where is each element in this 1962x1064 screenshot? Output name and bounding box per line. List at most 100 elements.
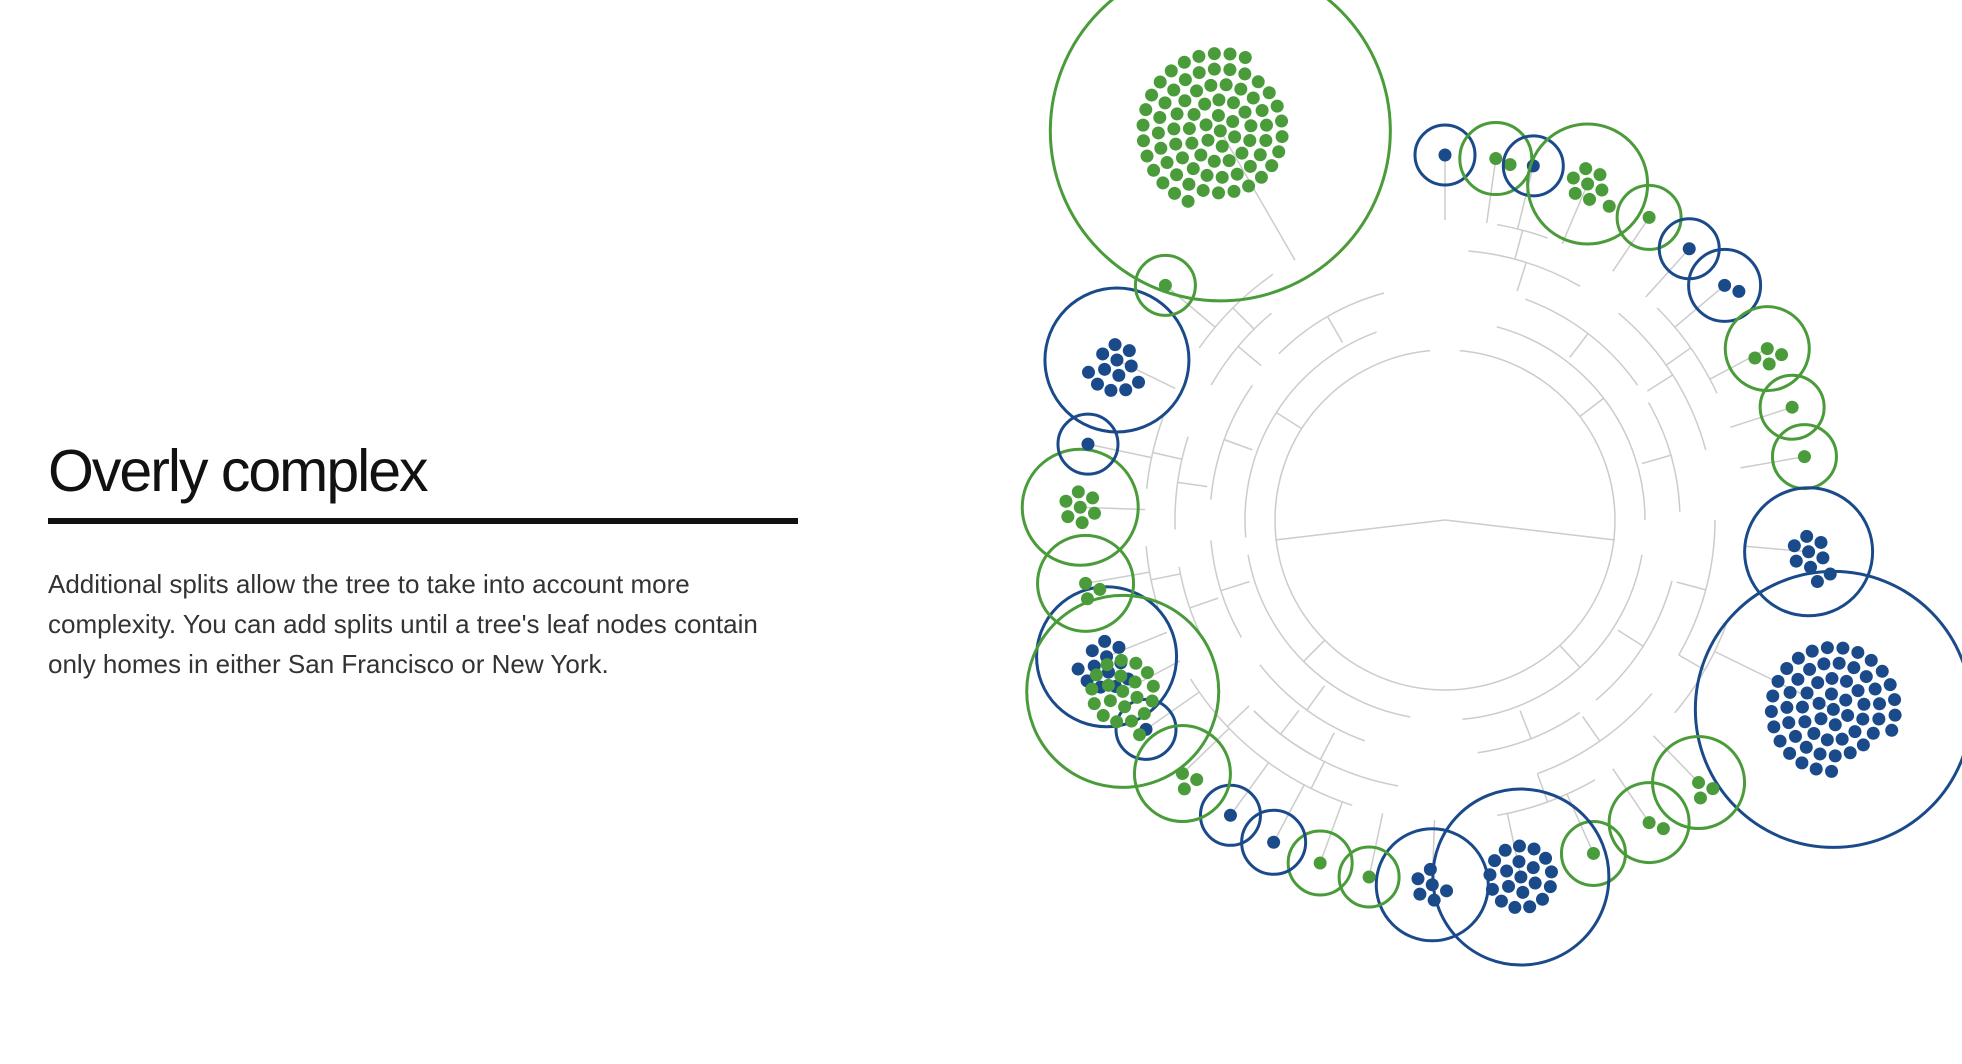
home-dot <box>1238 67 1252 81</box>
leaf-circle <box>1043 286 1191 434</box>
leaf-circle <box>1286 829 1354 897</box>
leaf-stem <box>1087 443 1152 459</box>
branch-stem <box>1582 716 1601 742</box>
branch-arc-10 <box>1595 580 1673 701</box>
home-dot <box>1888 693 1902 707</box>
branch-arc-0 <box>1247 554 1411 718</box>
home-dot <box>1242 179 1256 193</box>
leaf-stem <box>1486 158 1497 224</box>
home-dot <box>1156 176 1170 190</box>
branch-arc-25 <box>1496 223 1548 239</box>
leaf-circle <box>1035 585 1179 729</box>
home-dot <box>1875 664 1889 678</box>
home-dot <box>1178 73 1192 87</box>
home-dot <box>1158 278 1172 292</box>
home-dot <box>1140 149 1154 163</box>
tree-branches <box>1080 130 1834 885</box>
home-dot <box>1207 62 1221 76</box>
branch-stem <box>1189 597 1219 609</box>
home-dot <box>1085 682 1099 696</box>
home-dot <box>1222 154 1236 168</box>
home-dot <box>1133 728 1147 742</box>
home-dot <box>1146 679 1160 693</box>
home-dot <box>1194 148 1208 162</box>
home-dot <box>1201 133 1215 147</box>
leaf-node <box>1337 845 1401 909</box>
home-dot <box>1438 148 1452 162</box>
leaf-circle <box>1559 819 1627 887</box>
home-dot <box>1857 697 1871 711</box>
home-dot <box>1228 130 1242 144</box>
branch-stem <box>1306 685 1326 711</box>
home-dot <box>1798 715 1812 729</box>
branch-stem <box>1569 333 1589 358</box>
home-dot <box>1767 720 1781 734</box>
leaf-node <box>1687 247 1763 323</box>
home-dot <box>1847 661 1861 675</box>
leaf-node <box>1723 305 1811 393</box>
leaf-node <box>1607 781 1691 865</box>
root-arc-bottom <box>1430 688 1460 691</box>
leaf-stem <box>1561 183 1589 245</box>
branch-stem <box>1303 639 1326 662</box>
home-dot <box>1270 99 1284 113</box>
home-dot <box>1081 365 1095 379</box>
home-dot <box>1820 641 1834 655</box>
home-dot <box>1832 656 1846 670</box>
branch-stem <box>1641 454 1672 465</box>
home-dot <box>1259 133 1273 147</box>
home-dot <box>1132 375 1146 389</box>
leaf-circle <box>1036 533 1136 633</box>
home-dot <box>1213 124 1227 138</box>
home-dot <box>1583 192 1597 206</box>
home-dot <box>1190 773 1204 787</box>
home-dot <box>1866 726 1880 740</box>
branch-stem <box>1223 438 1253 451</box>
home-dot <box>1151 126 1165 140</box>
home-dot <box>1087 506 1101 520</box>
leaf-node <box>1056 412 1120 476</box>
home-dot <box>1136 134 1150 148</box>
description-text: Additional splits allow the tree to take… <box>48 568 758 679</box>
home-dot <box>1825 764 1839 778</box>
home-dot <box>1253 148 1267 162</box>
branch-stem <box>1647 374 1674 392</box>
home-dot <box>1873 697 1887 711</box>
home-dot <box>1175 151 1189 165</box>
home-dot <box>1199 118 1213 132</box>
home-dot <box>1061 510 1075 524</box>
home-dot <box>1523 900 1537 914</box>
home-dot <box>1780 700 1794 714</box>
home-dot <box>1856 738 1870 752</box>
home-dot <box>1828 749 1842 763</box>
home-dot <box>1223 63 1237 77</box>
leaf-circle <box>1374 827 1490 943</box>
home-dot <box>1158 96 1172 110</box>
branch-arc-1 <box>1244 331 1377 538</box>
home-dot <box>1254 170 1268 184</box>
home-dot <box>1514 870 1528 884</box>
home-dot <box>1544 865 1558 879</box>
home-dot <box>1836 641 1850 655</box>
home-dot <box>1081 437 1095 451</box>
branch-arc-3 <box>1462 554 1643 720</box>
home-dot <box>1828 718 1842 732</box>
home-dot <box>1114 653 1128 667</box>
root-split-line <box>1274 519 1446 541</box>
home-dot <box>1071 485 1085 499</box>
home-dot <box>1748 351 1762 365</box>
home-dot <box>1579 162 1593 176</box>
leaf-stem <box>1612 768 1650 824</box>
leaf-node <box>1651 735 1747 831</box>
home-dot <box>1859 670 1873 684</box>
branch-stem <box>1319 732 1335 760</box>
home-dot <box>1593 168 1607 182</box>
leaf-stem <box>1164 284 1216 328</box>
leaf-node <box>1758 373 1826 441</box>
home-dot <box>1843 746 1857 760</box>
home-dot <box>1259 118 1273 132</box>
page-title: Overly complex <box>48 438 798 524</box>
home-dot <box>1764 704 1778 718</box>
home-dot <box>1098 362 1112 376</box>
branch-stem <box>1152 451 1183 460</box>
